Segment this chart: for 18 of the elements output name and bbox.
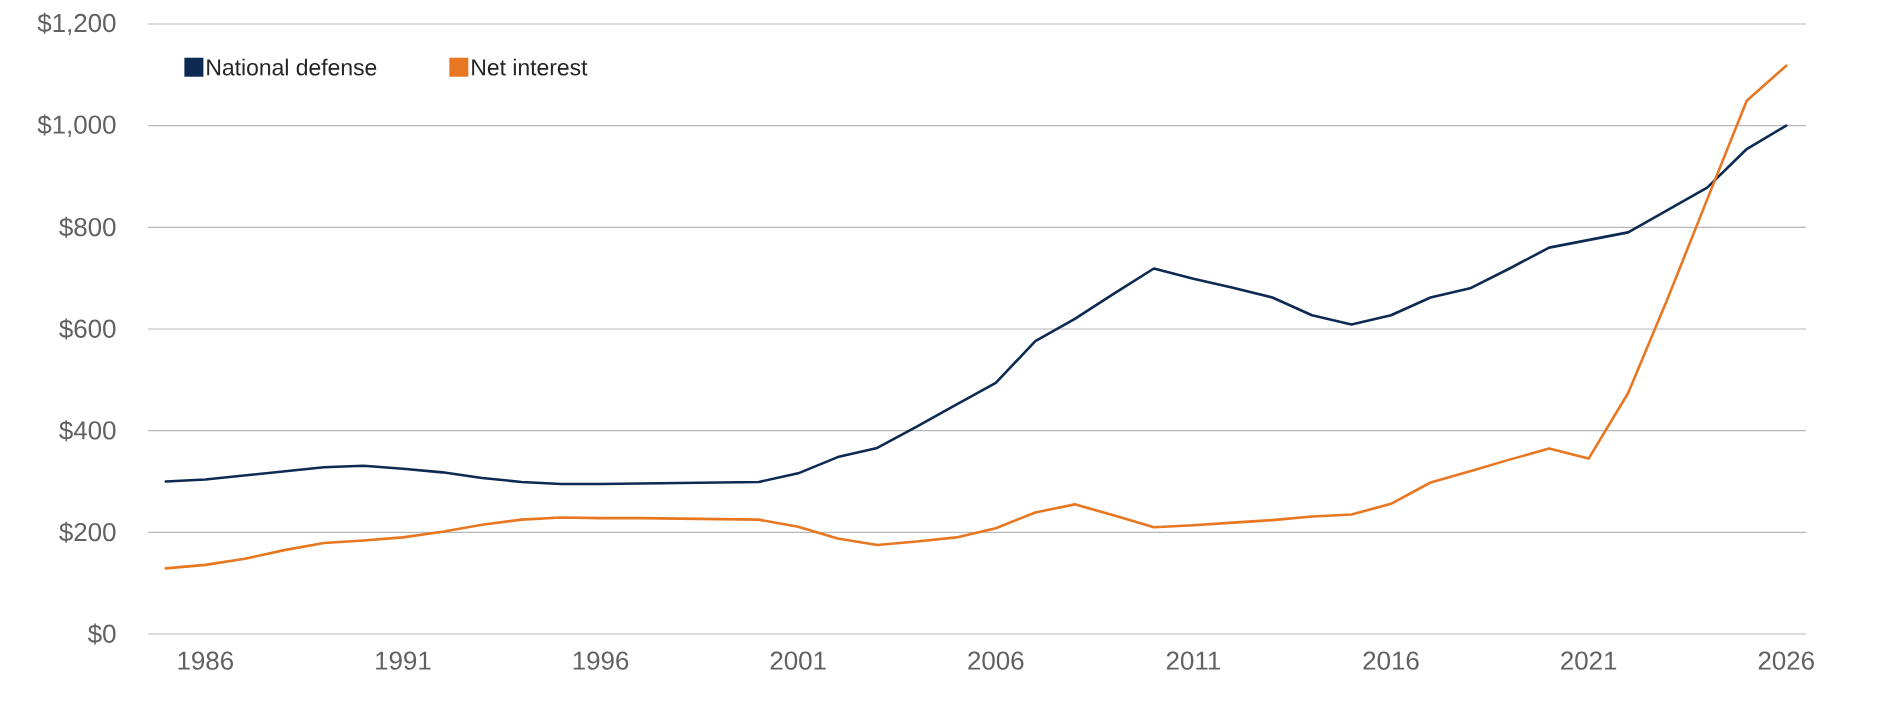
y-tick-label: $800 — [59, 216, 116, 238]
x-tick-label: 2016 — [1363, 651, 1419, 670]
x-tick-label: 2001 — [770, 651, 826, 670]
y-tick-label: $600 — [59, 318, 116, 340]
y-tick-label: $1,000 — [37, 114, 116, 137]
x-tick-label: 1986 — [178, 651, 233, 670]
x-tick-label: 1991 — [376, 651, 431, 670]
y-tick-label: $1,200 — [37, 12, 116, 36]
y-tick-label: $200 — [59, 521, 116, 543]
y-tick-label: $0 — [87, 623, 116, 645]
x-tick-label: 2006 — [968, 651, 1024, 670]
legend-label: Net interest — [472, 58, 588, 76]
y-tick-label: $400 — [59, 420, 116, 442]
x-tick-label: 2026 — [1758, 651, 1814, 670]
x-tick-label: 2011 — [1166, 651, 1220, 670]
legend-label: National defense — [207, 58, 377, 76]
x-tick-label: 1996 — [573, 651, 629, 670]
x-tick-label: 2021 — [1561, 651, 1617, 670]
